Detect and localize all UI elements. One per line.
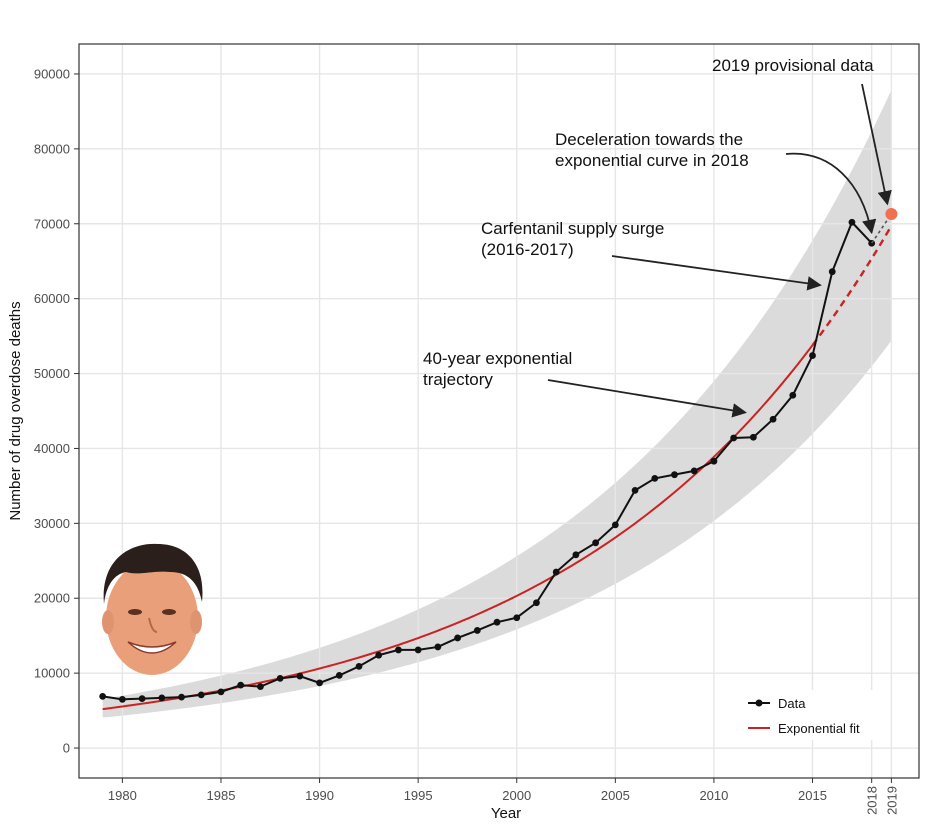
annotation-text: Deceleration towards the exponential curv… — [555, 130, 749, 170]
data-point — [473, 627, 481, 634]
data-point — [296, 672, 304, 680]
data-point — [355, 663, 363, 670]
data-point — [631, 486, 639, 494]
data-point — [769, 415, 777, 423]
data-point — [197, 691, 205, 699]
y-tick-label: 40000 — [34, 441, 70, 456]
annotation-line: trajectory — [423, 370, 493, 389]
annotation-text: 40-year exponential trajectory — [423, 349, 572, 389]
x-tick-label: 2010 — [699, 788, 728, 803]
data-point — [611, 521, 619, 529]
data-point — [710, 457, 718, 465]
data-point — [552, 568, 560, 576]
data-point — [690, 467, 698, 475]
data-point — [434, 643, 442, 651]
x-tick-label: 2005 — [601, 788, 630, 803]
data-point — [572, 551, 580, 559]
y-tick-label: 0 — [63, 741, 70, 756]
y-tick-label: 60000 — [34, 291, 70, 306]
y-tick-label: 30000 — [34, 516, 70, 531]
y-tick-label: 90000 — [34, 66, 70, 81]
data-point — [671, 471, 678, 479]
annotation-line: 2019 provisional data — [712, 56, 874, 75]
annotation-line: exponential curve in 2018 — [555, 151, 749, 170]
y-tick-label: 10000 — [34, 666, 70, 681]
data-point — [276, 674, 284, 682]
x-axis-title: Year — [491, 805, 521, 822]
annotation-arrow — [547, 379, 747, 418]
data-point — [809, 352, 816, 359]
data-point — [651, 475, 659, 482]
y-axis-title: Number of drug overdose deaths — [7, 301, 24, 520]
data-point — [257, 683, 264, 691]
data-point — [868, 239, 876, 247]
x-tick-label-rotated: 2019 — [884, 786, 899, 815]
y-tick-label: 50000 — [34, 366, 70, 381]
x-tick-label: 2000 — [502, 788, 531, 803]
annotation-text: Carfentanil supply surge (2016-2017) — [481, 219, 664, 259]
data-point — [493, 618, 501, 626]
legend-data-marker — [755, 699, 763, 707]
legend-data-label: Data — [778, 696, 806, 711]
data-point — [99, 692, 107, 700]
annotation-arrow — [785, 152, 877, 235]
x-tick-label: 2015 — [798, 788, 827, 803]
annotation-arrow — [611, 255, 822, 291]
data-point — [316, 679, 323, 687]
y-tick-label: 70000 — [34, 216, 70, 231]
x-tick-label: 1980 — [108, 788, 137, 803]
data-point — [138, 695, 146, 703]
annotation-line: Carfentanil supply surge — [481, 219, 664, 238]
data-point — [237, 681, 245, 689]
annotation-text: 2019 provisional data — [712, 56, 874, 75]
legend-box — [738, 690, 888, 740]
data-point — [375, 651, 383, 659]
x-tick-label: 1995 — [404, 788, 433, 803]
data-point — [178, 693, 185, 701]
annotation-line: Deceleration towards the — [555, 130, 743, 149]
annotation-arrow — [861, 83, 892, 206]
provisional-point — [885, 208, 898, 221]
data-point — [454, 634, 461, 642]
data-point — [118, 695, 126, 703]
data-point — [414, 646, 422, 654]
data-point — [828, 268, 836, 276]
data-point — [395, 646, 402, 654]
plot-panel-border — [78, 43, 920, 779]
data-line — [102, 220, 873, 701]
data-point — [217, 688, 225, 696]
data-point — [533, 599, 540, 607]
data-point — [513, 614, 521, 622]
y-tick-label: 80000 — [34, 141, 70, 156]
data-point — [749, 433, 757, 441]
data-point — [789, 391, 797, 399]
legend-fit-label: Exponential fit — [778, 721, 860, 736]
x-tick-label: 1985 — [207, 788, 236, 803]
data-point — [158, 694, 166, 702]
x-tick-label: 1990 — [305, 788, 334, 803]
portrait-face-icon — [102, 543, 203, 675]
y-tick-label: 20000 — [34, 591, 70, 606]
annotation-line: 40-year exponential — [423, 349, 572, 368]
data-point — [335, 671, 343, 679]
x-tick-label-rotated: 2018 — [865, 786, 880, 815]
annotation-line: (2016-2017) — [481, 240, 574, 259]
data-point — [848, 218, 856, 226]
legend: Data Exponential fit — [738, 690, 888, 740]
data-point — [730, 434, 738, 442]
data-point — [592, 539, 600, 547]
